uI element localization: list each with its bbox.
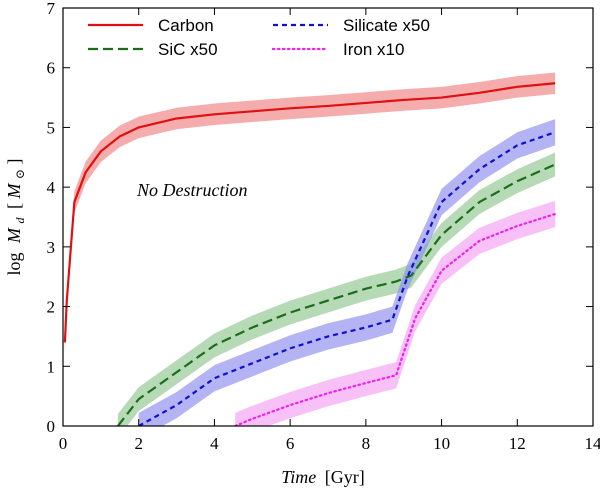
y-tick-label-6: 6 xyxy=(47,59,56,78)
sic-x50-band xyxy=(117,152,556,426)
sic-x50-line xyxy=(117,163,556,426)
x-axis-label-unit: [Gyr] xyxy=(325,467,365,487)
carbon-line xyxy=(63,82,556,343)
plot-frame xyxy=(62,7,594,427)
y-axis-unit-close: ] xyxy=(4,158,24,164)
y-axis-label-prefix: log xyxy=(4,253,24,276)
y-axis-label-sub: d xyxy=(13,217,27,224)
x-tick-label-6: 12 xyxy=(509,434,526,453)
y-tick-label-4: 4 xyxy=(47,178,56,197)
annotation-text: No Destruction xyxy=(136,180,248,200)
legend-label-iron-x10: Iron x10 xyxy=(343,40,404,59)
x-tick-label-4: 8 xyxy=(362,434,371,453)
y-tick-label-2: 2 xyxy=(47,298,56,317)
legend-label-sic-x50: SiC x50 xyxy=(158,40,218,59)
iron-x10-band xyxy=(235,200,556,426)
x-axis-label: Time [Gyr] xyxy=(281,467,365,487)
y-tick-label-0: 0 xyxy=(47,417,56,436)
iron-x10-line xyxy=(234,212,557,426)
legend: Carbon SiC x50 Silicate x50 Iron x10 xyxy=(88,16,430,59)
y-axis-label-symbol: M xyxy=(4,227,24,244)
y-axis-unit-sub: ⊙ xyxy=(13,169,27,179)
x-tick-label-5: 10 xyxy=(433,434,450,453)
legend-label-carbon: Carbon xyxy=(158,16,214,35)
y-tick-label-3: 3 xyxy=(47,238,56,257)
x-axis-label-name: Time xyxy=(281,467,316,487)
x-tick-label-0: 0 xyxy=(59,434,68,453)
x-tick-label-2: 4 xyxy=(210,434,219,453)
confidence-bands xyxy=(64,72,556,426)
x-tick-label-3: 6 xyxy=(286,434,295,453)
y-axis-unit-open: [ xyxy=(4,203,24,209)
y-axis-unit-symbol: M xyxy=(4,183,24,200)
silicate-x50-band xyxy=(138,119,556,426)
x-tick-label-1: 2 xyxy=(134,434,143,453)
y-tick-label-7: 7 xyxy=(47,0,56,18)
series-lines xyxy=(63,82,557,426)
y-tick-label-5: 5 xyxy=(47,118,56,137)
y-tick-label-1: 1 xyxy=(47,357,56,376)
y-axis-label: log M d [ M ⊙ ] xyxy=(4,158,28,275)
legend-label-silicate-x50: Silicate x50 xyxy=(343,16,430,35)
x-tick-label-7: 14 xyxy=(585,434,600,453)
